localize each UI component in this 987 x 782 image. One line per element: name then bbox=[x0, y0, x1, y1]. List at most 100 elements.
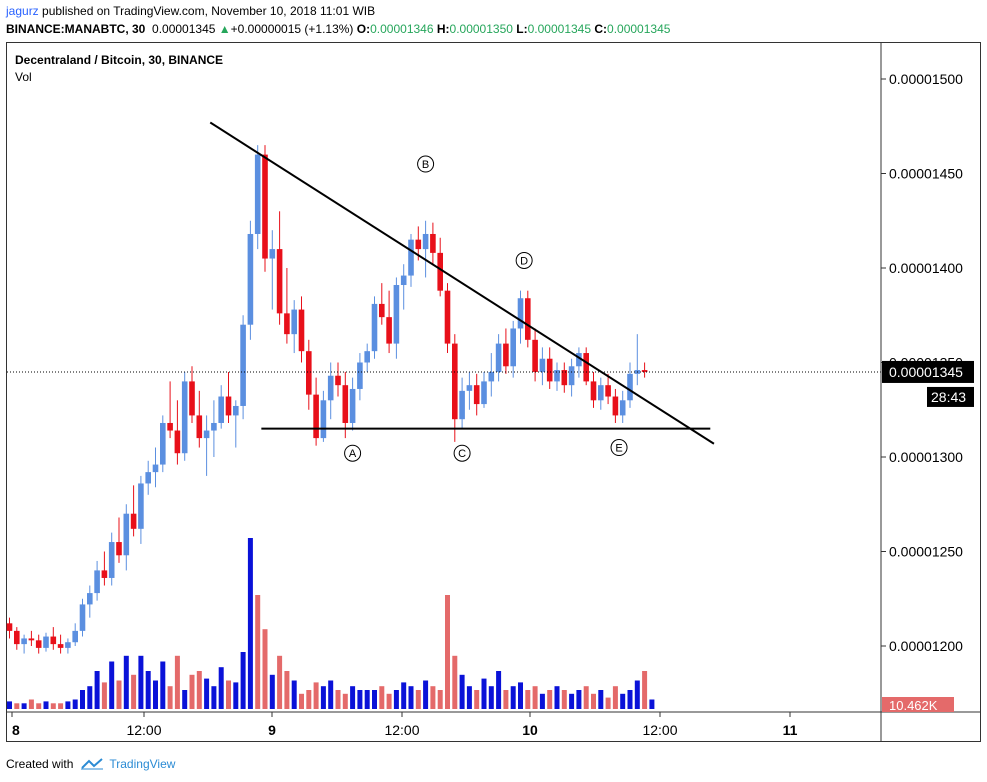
annotation-label: C bbox=[458, 448, 466, 460]
volume-bar bbox=[342, 693, 348, 709]
volume-tag bbox=[882, 697, 954, 712]
volume-bar bbox=[576, 690, 582, 709]
chart-frame[interactable] bbox=[6, 42, 981, 742]
high-value: 0.00001350 bbox=[449, 22, 513, 36]
open-label: O: bbox=[356, 22, 371, 36]
volume-bar bbox=[452, 655, 458, 709]
annotation-label: A bbox=[349, 448, 357, 460]
volume-bar bbox=[28, 699, 34, 709]
volume-bar bbox=[518, 682, 523, 709]
candle-body bbox=[327, 375, 334, 401]
volume-bar bbox=[379, 686, 385, 709]
volume-bar bbox=[503, 690, 509, 709]
candlesticks bbox=[6, 145, 648, 654]
price-tick-label: 0.00001500 bbox=[889, 71, 963, 87]
volume-bar bbox=[605, 697, 611, 709]
volume-bar bbox=[569, 693, 575, 709]
volume-bars bbox=[7, 538, 655, 709]
candle-body bbox=[510, 328, 516, 367]
volume-bar bbox=[620, 693, 626, 709]
volume-bar bbox=[393, 690, 399, 709]
candle-body bbox=[481, 381, 487, 405]
volume-bar bbox=[299, 693, 304, 709]
candle-body bbox=[262, 154, 268, 259]
volume-bar bbox=[196, 671, 202, 709]
volume-bar bbox=[269, 674, 275, 709]
candle-body bbox=[108, 542, 115, 578]
candle-body bbox=[123, 513, 130, 556]
candle-body bbox=[79, 604, 86, 631]
candle-body bbox=[473, 385, 480, 405]
close-value: 0.00001345 bbox=[607, 22, 671, 36]
candle-body bbox=[291, 309, 297, 335]
annotation-circle bbox=[610, 439, 628, 457]
author-link[interactable]: jagurz bbox=[6, 4, 39, 18]
volume-bar bbox=[459, 674, 465, 709]
footer: Created with TradingView bbox=[6, 757, 175, 771]
time-tick-label: 8 bbox=[12, 722, 20, 738]
chart-legend-title: Decentraland / Bitcoin, 30, BINANCE bbox=[15, 53, 224, 67]
candle-body bbox=[517, 298, 524, 329]
current-price-tag bbox=[882, 360, 974, 383]
candle-body bbox=[430, 233, 436, 253]
close-label: C: bbox=[594, 22, 608, 36]
volume-bar bbox=[65, 701, 71, 709]
candle-body bbox=[240, 324, 246, 406]
volume-bar bbox=[21, 703, 27, 709]
candle-body bbox=[138, 483, 144, 529]
volume-bar bbox=[145, 671, 151, 709]
volume-bar bbox=[255, 595, 261, 709]
last-price: 0.00001345 bbox=[152, 22, 216, 36]
candle-body bbox=[87, 593, 93, 605]
candle-body bbox=[342, 385, 349, 423]
volume-bar bbox=[437, 690, 443, 709]
candle-body bbox=[525, 298, 531, 340]
time-tick-label: 10 bbox=[522, 722, 538, 738]
candle-body bbox=[335, 375, 341, 386]
candle-body bbox=[276, 249, 283, 314]
candle-body bbox=[50, 636, 57, 645]
volume-bar bbox=[284, 671, 290, 709]
volume-bar bbox=[167, 686, 173, 709]
up-arrow-icon: ▲ bbox=[218, 22, 231, 36]
volume-bar bbox=[554, 686, 560, 709]
candle-body bbox=[466, 385, 473, 391]
time-tick-label: 12:00 bbox=[126, 722, 161, 738]
annotation-circle bbox=[344, 444, 362, 462]
volume-bar bbox=[583, 686, 589, 709]
candle-body bbox=[408, 239, 414, 276]
annotation-label: E bbox=[615, 443, 622, 455]
countdown-tag bbox=[927, 386, 974, 407]
volume-bar bbox=[72, 699, 78, 709]
candle-body bbox=[57, 644, 64, 648]
countdown-label: 28:43 bbox=[931, 389, 966, 405]
volume-bar bbox=[50, 703, 56, 709]
time-tick-label: 12:00 bbox=[384, 722, 419, 738]
volume-bar bbox=[36, 703, 42, 709]
volume-bar bbox=[547, 690, 553, 709]
volume-bar bbox=[247, 538, 253, 709]
candle-body bbox=[130, 513, 137, 529]
volume-tag-label: 10.462K bbox=[889, 698, 938, 713]
annotation-circle bbox=[515, 251, 533, 269]
candle-body bbox=[94, 570, 100, 594]
volume-bar bbox=[430, 686, 436, 709]
volume-bar bbox=[649, 699, 655, 709]
candle-body bbox=[568, 366, 575, 386]
candle-body bbox=[6, 623, 13, 631]
volume-bar bbox=[189, 674, 195, 709]
candle-body bbox=[203, 430, 210, 439]
volume-legend: Vol bbox=[15, 70, 32, 84]
candle-body bbox=[546, 358, 553, 382]
volume-bar bbox=[525, 690, 531, 709]
candle-body bbox=[444, 290, 451, 344]
candle-body bbox=[298, 309, 305, 352]
volume-bar bbox=[101, 682, 107, 709]
volume-bar bbox=[532, 686, 538, 709]
candle-body bbox=[415, 239, 422, 250]
tradingview-brand-link[interactable]: TradingView bbox=[109, 757, 176, 771]
volume-bar bbox=[598, 690, 604, 709]
volume-bar bbox=[357, 690, 363, 709]
volume-bar bbox=[174, 655, 180, 709]
